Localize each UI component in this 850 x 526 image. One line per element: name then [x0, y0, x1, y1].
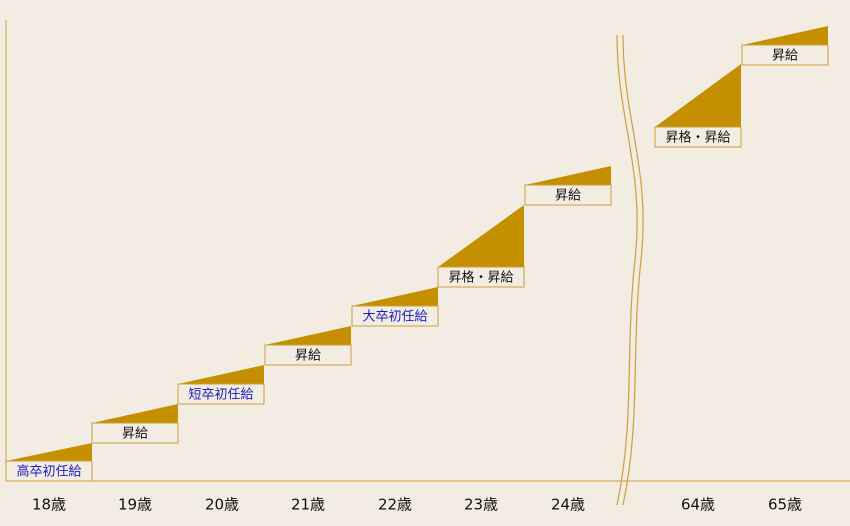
age-label: 22歳 [378, 496, 412, 514]
step-triangle [655, 64, 741, 127]
step-label: 昇格・昇給 [665, 130, 730, 146]
age-label: 64歳 [681, 496, 715, 514]
step-box [264, 344, 352, 366]
step-triangle [92, 404, 178, 423]
step-box [91, 422, 179, 444]
step-triangle [265, 326, 351, 345]
step-label: 大卒初任給 [362, 310, 427, 325]
step-box [351, 305, 439, 327]
step-label: 短卒初任給 [188, 388, 253, 403]
age-label: 18歳 [32, 496, 66, 514]
break-line [616, 34, 638, 506]
step-label: 昇給 [555, 189, 581, 204]
age-label: 21歳 [291, 496, 325, 514]
step-box [524, 184, 612, 206]
step-box [177, 383, 265, 405]
age-label: 20歳 [205, 496, 239, 514]
step-box [741, 44, 829, 66]
age-label: 24歳 [551, 496, 585, 514]
age-label: 19歳 [118, 496, 152, 514]
step-triangle [178, 365, 264, 384]
step-triangle [352, 287, 438, 306]
step-box [5, 460, 93, 482]
step-label: 昇格・昇給 [448, 270, 513, 286]
step-box [654, 126, 742, 148]
age-label: 23歳 [464, 496, 498, 514]
age-label: 65歳 [768, 496, 802, 514]
step-label: 昇給 [772, 49, 798, 64]
step-label: 昇給 [122, 427, 148, 442]
step-box [437, 266, 525, 288]
step-label: 昇給 [295, 349, 321, 364]
step-triangle [438, 205, 524, 267]
step-triangle [742, 26, 828, 45]
step-triangle [6, 443, 92, 461]
step-label: 高卒初任給 [16, 464, 81, 480]
break-line [622, 34, 644, 506]
step-triangle [525, 166, 611, 185]
